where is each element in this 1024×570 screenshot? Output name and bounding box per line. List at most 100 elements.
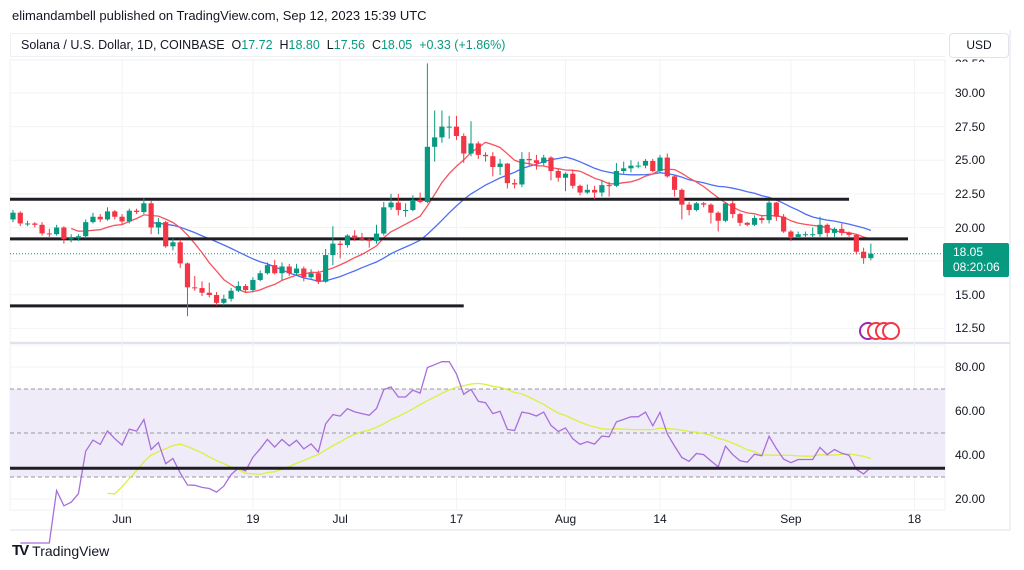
- candle: [90, 212, 96, 224]
- candle: [504, 162, 510, 189]
- candle-body: [257, 273, 263, 280]
- candle: [446, 115, 452, 139]
- candle-body: [359, 238, 365, 240]
- candle-body: [642, 160, 649, 166]
- last-price: 18.05: [953, 245, 984, 259]
- candle: [264, 262, 271, 275]
- candle-body: [177, 242, 183, 264]
- time-tick: 18: [907, 512, 922, 526]
- candle: [424, 63, 430, 204]
- candle: [417, 192, 423, 204]
- flag-event-icon[interactable]: [882, 322, 900, 340]
- candle: [868, 243, 874, 261]
- close-value: 18.05: [380, 38, 413, 52]
- rsi-tick: 40.00: [955, 448, 986, 462]
- candle: [352, 230, 358, 241]
- candle-body: [315, 273, 321, 282]
- candle-body: [606, 185, 612, 187]
- candle-body: [206, 292, 212, 296]
- symbol-name[interactable]: Solana / U.S. Dollar, 1D, COINBASE: [21, 38, 225, 52]
- candle-body: [650, 160, 656, 172]
- candle-body: [810, 234, 816, 236]
- candle: [831, 227, 838, 237]
- price-pane: [9, 59, 946, 343]
- candle: [751, 215, 758, 227]
- candle-body: [715, 212, 721, 221]
- price-tick: 20.00: [955, 220, 986, 235]
- close-label: C: [371, 38, 381, 52]
- candle-body: [10, 212, 16, 220]
- candle: [715, 211, 721, 232]
- candle-body: [388, 202, 394, 208]
- candle-body: [679, 189, 685, 205]
- candle: [10, 210, 16, 223]
- candle: [533, 154, 540, 170]
- candle: [657, 154, 663, 173]
- candle-body: [373, 233, 380, 241]
- candle: [402, 203, 409, 217]
- candle-body: [381, 207, 387, 234]
- candle-body: [46, 233, 52, 235]
- candle: [570, 169, 576, 189]
- candle: [61, 226, 67, 244]
- candle-body: [824, 224, 830, 233]
- candle-body: [839, 228, 845, 233]
- candle: [323, 249, 329, 283]
- candle: [453, 115, 460, 141]
- candle: [526, 152, 532, 166]
- candle: [839, 223, 845, 236]
- candle: [671, 175, 678, 197]
- candle-body: [453, 126, 460, 137]
- candle: [475, 141, 481, 159]
- candle-body: [199, 288, 205, 293]
- candle: [243, 283, 249, 293]
- currency-button[interactable]: USD: [949, 33, 1009, 58]
- candle-body: [860, 251, 867, 259]
- candle-body: [831, 228, 838, 233]
- candle-body: [701, 203, 707, 205]
- candle-body: [671, 176, 678, 190]
- candle: [606, 181, 612, 197]
- candle: [541, 154, 547, 166]
- open-label: O: [231, 38, 242, 52]
- candle-body: [635, 165, 641, 167]
- candle-body: [526, 158, 532, 161]
- candle-body: [104, 211, 111, 220]
- candle-body: [308, 273, 314, 278]
- candle-body: [621, 168, 627, 172]
- candle-body: [83, 222, 89, 237]
- candle-body: [344, 235, 351, 245]
- candle: [548, 156, 554, 181]
- candle-body: [759, 218, 765, 221]
- candle: [722, 201, 729, 223]
- candle: [810, 227, 816, 237]
- candle-body: [788, 231, 794, 237]
- candle-body: [781, 216, 787, 232]
- candle-body: [424, 146, 430, 202]
- candle-body: [366, 239, 372, 241]
- candle-body: [592, 189, 598, 193]
- candle: [562, 172, 569, 192]
- candle: [46, 228, 52, 237]
- candle: [781, 214, 787, 233]
- candle: [701, 201, 707, 208]
- candle-body: [286, 266, 292, 274]
- candle: [250, 277, 256, 293]
- candle-body: [279, 266, 285, 274]
- symbol-legend: Solana / U.S. Dollar, 1D, COINBASE O17.7…: [10, 33, 945, 57]
- candle: [293, 263, 300, 276]
- tradingview-logo[interactable]: TV TradingView: [12, 542, 109, 559]
- candle-body: [126, 210, 132, 222]
- candle-body: [213, 295, 220, 303]
- candle-body: [148, 203, 154, 228]
- candle: [170, 238, 176, 251]
- candle: [650, 158, 656, 173]
- last-price-label: 18.05 08:20:06: [943, 243, 1009, 277]
- open-value: 17.72: [241, 38, 273, 52]
- candle-body: [90, 216, 96, 223]
- candle: [301, 266, 307, 282]
- candle-body: [461, 136, 467, 154]
- candle: [395, 193, 401, 216]
- candle-body: [24, 223, 31, 225]
